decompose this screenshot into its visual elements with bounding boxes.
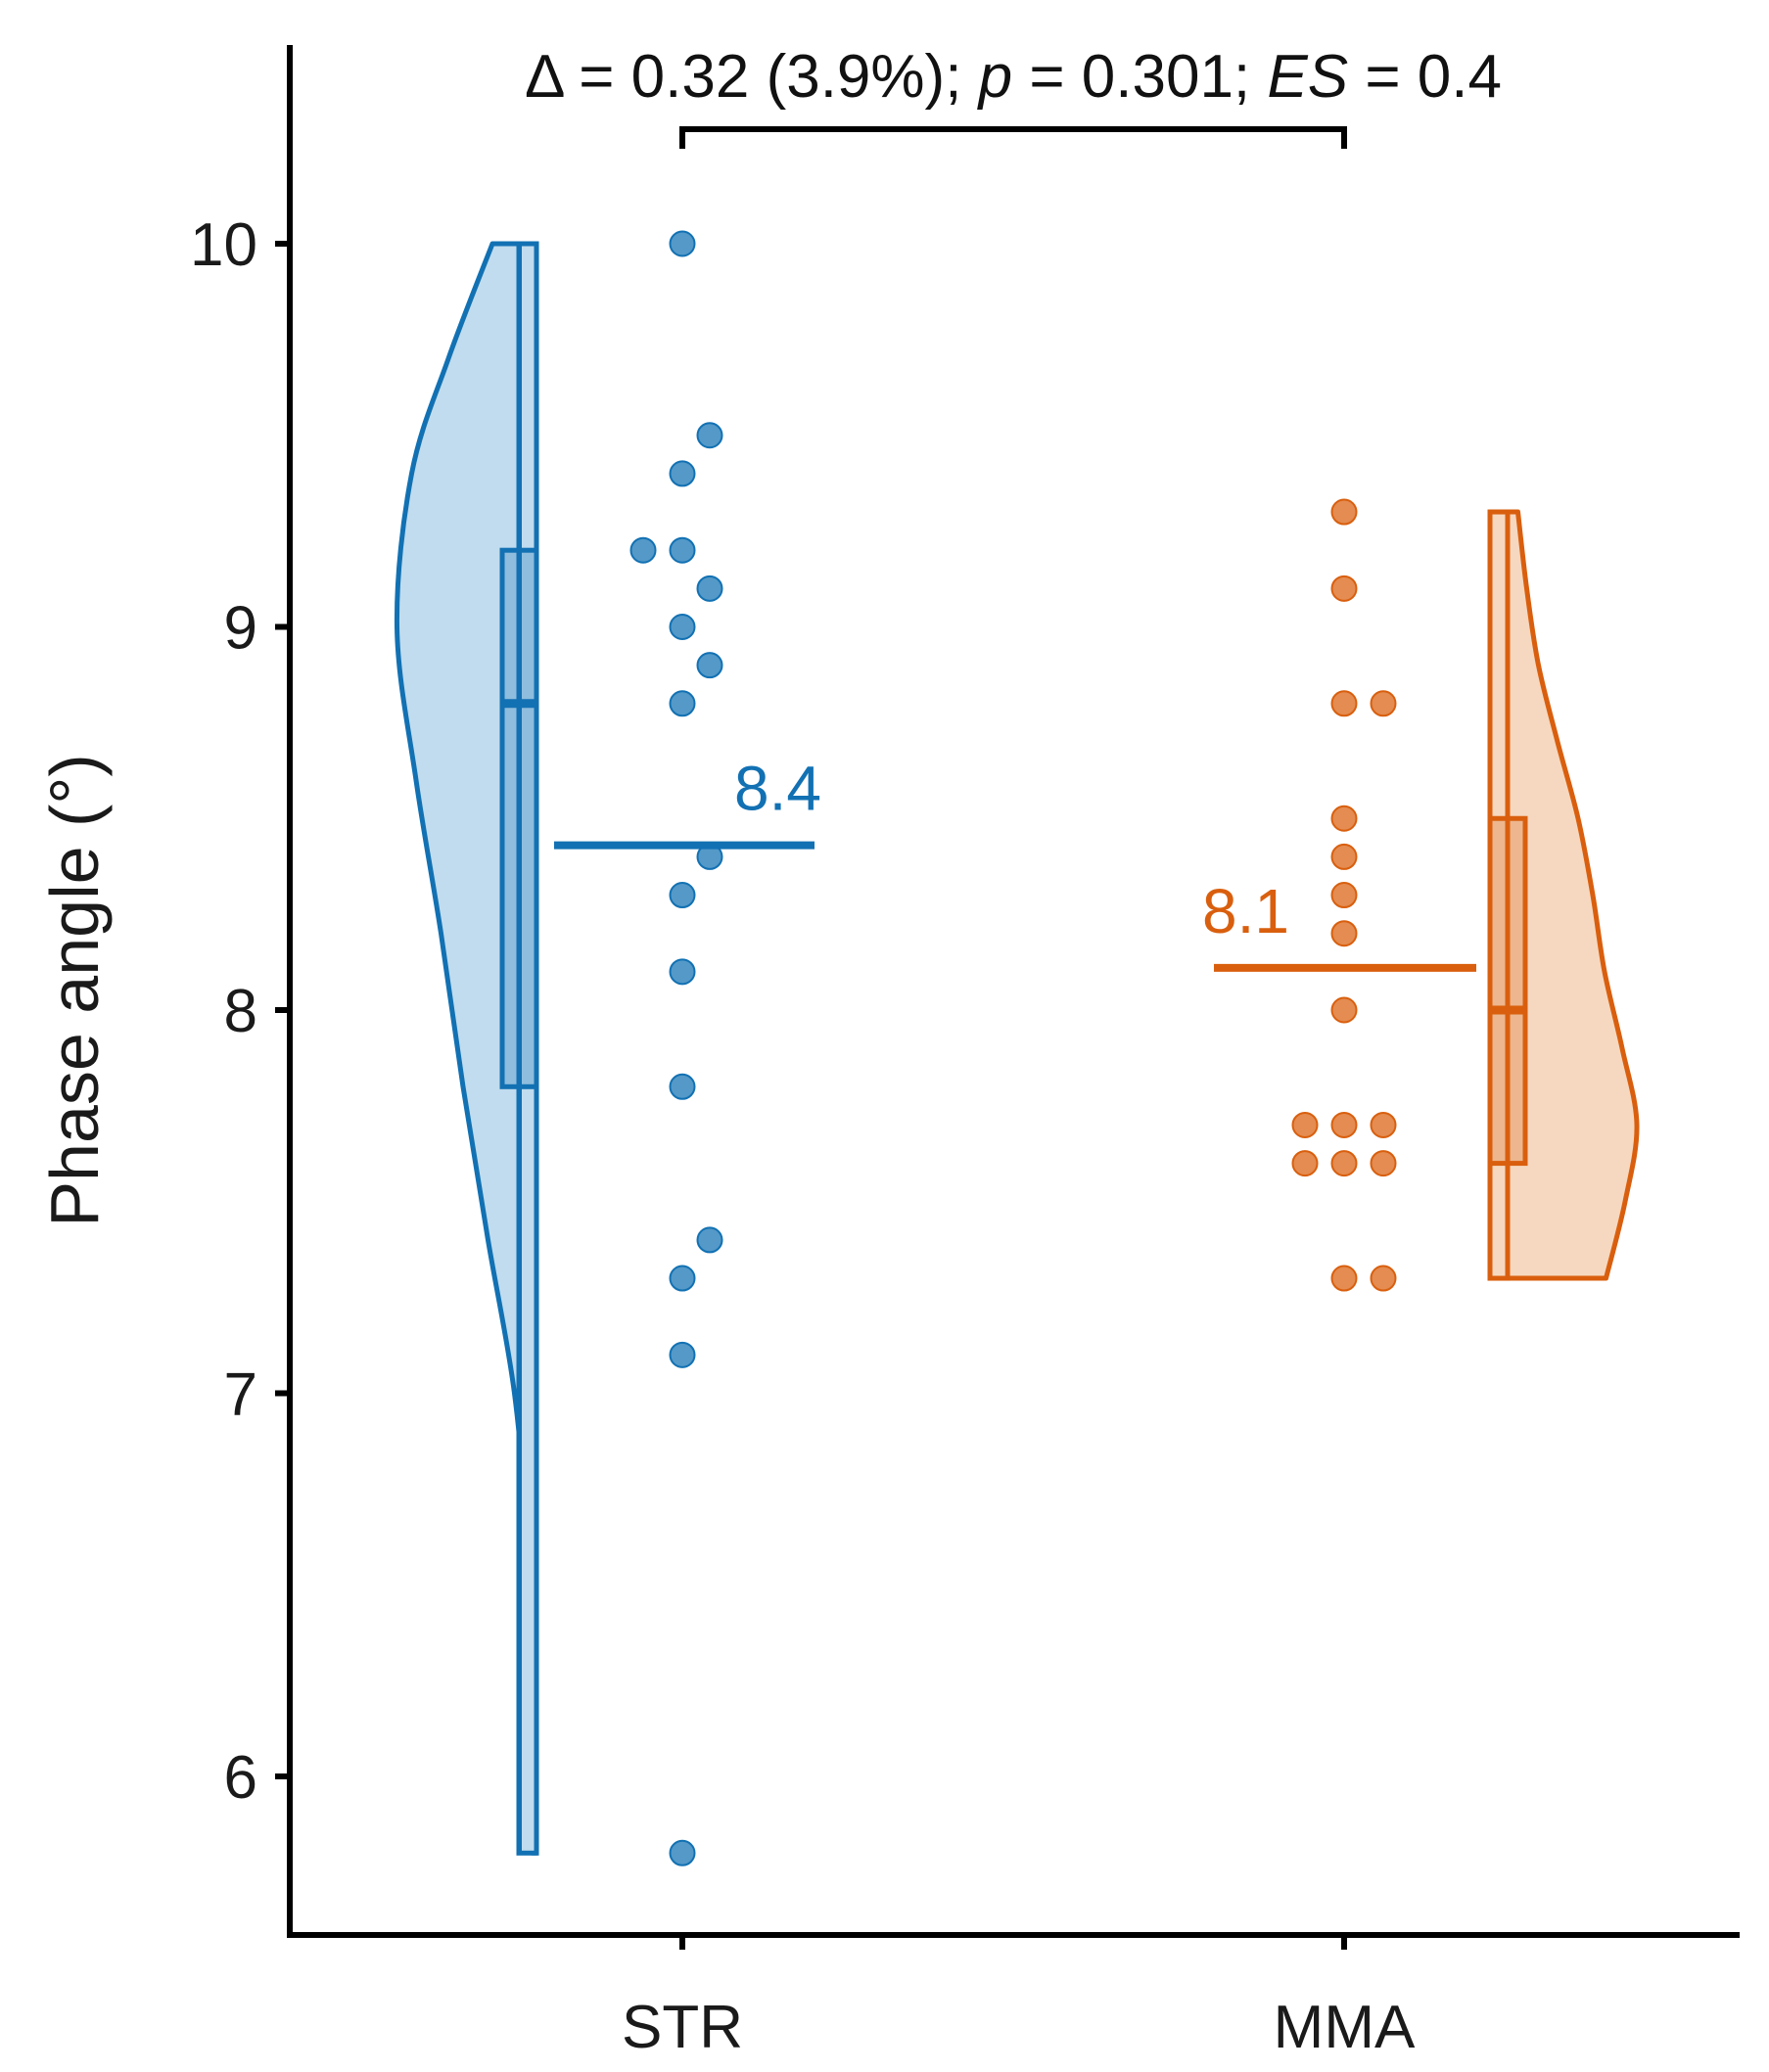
str-data-point <box>669 536 696 564</box>
str-mean-label: 8.4 <box>734 754 821 824</box>
str-data-point <box>669 882 696 909</box>
mma-data-point <box>1330 498 1358 526</box>
mma-group: 8.1 <box>1202 498 1640 1292</box>
delta-text: Δ = 0.32 (3.9%); <box>525 43 979 111</box>
str-group: 8.4 <box>394 230 821 1866</box>
mma-data-point <box>1370 690 1397 717</box>
mma-data-point <box>1330 882 1358 909</box>
axes <box>287 45 1740 1938</box>
comparison-bracket <box>679 126 1347 149</box>
mma-data-point <box>1370 1150 1397 1177</box>
str-data-point <box>669 1341 696 1368</box>
str-data-point <box>669 958 696 986</box>
mma-data-point <box>1370 1265 1397 1292</box>
y-tick-label: 9 <box>224 595 257 663</box>
x-ticks: STR MMA <box>622 1935 1416 2061</box>
x-tick-label-mma: MMA <box>1274 1994 1416 2061</box>
y-tick-label: 8 <box>224 978 257 1045</box>
str-data-point <box>696 1226 723 1254</box>
mma-iqr-box <box>1487 815 1528 1167</box>
comparison-text: Δ = 0.32 (3.9%); p = 0.301; ES = 0.4 <box>525 43 1502 111</box>
mma-data-point <box>1291 1150 1319 1177</box>
mma-data-point <box>1330 575 1358 602</box>
mma-mean-label: 8.1 <box>1202 876 1289 946</box>
mma-data-point <box>1291 1111 1319 1138</box>
y-tick-label: 7 <box>224 1361 257 1429</box>
str-data-point <box>696 422 723 449</box>
y-tick-label: 6 <box>224 1744 257 1812</box>
mma-data-point <box>1330 1111 1358 1138</box>
x-tick-label-str: STR <box>622 1994 743 2061</box>
y-axis-title: Phase angle (°) <box>36 754 113 1226</box>
y-tick-label: 10 <box>190 211 257 279</box>
mma-data-point <box>1330 843 1358 870</box>
str-data-point <box>669 614 696 640</box>
mma-data-point <box>1330 996 1358 1024</box>
str-data-point <box>669 230 696 257</box>
mma-data-point <box>1330 1150 1358 1177</box>
mma-data-point <box>1330 690 1358 717</box>
comparison-annotation: Δ = 0.32 (3.9%); p = 0.301; ES = 0.4 <box>525 43 1502 149</box>
str-data-point <box>696 652 723 679</box>
str-data-point <box>669 1839 696 1866</box>
str-data-point <box>669 460 696 487</box>
mma-data-point <box>1370 1111 1397 1138</box>
mma-data-point <box>1330 1265 1358 1292</box>
p-value-text: = 0.301; <box>1012 43 1267 111</box>
str-data-point <box>629 536 657 564</box>
es-symbol: ES <box>1267 43 1348 111</box>
mma-data-point <box>1330 805 1358 832</box>
mma-data-point <box>1330 920 1358 947</box>
es-value-text: = 0.4 <box>1348 43 1502 111</box>
y-ticks: 6 7 8 9 10 <box>190 211 290 1812</box>
str-data-point <box>696 575 723 602</box>
str-iqr-box <box>499 547 539 1089</box>
str-data-point <box>669 1073 696 1100</box>
str-data-point <box>669 690 696 717</box>
p-symbol: p <box>977 43 1012 111</box>
str-data-point <box>669 1265 696 1292</box>
